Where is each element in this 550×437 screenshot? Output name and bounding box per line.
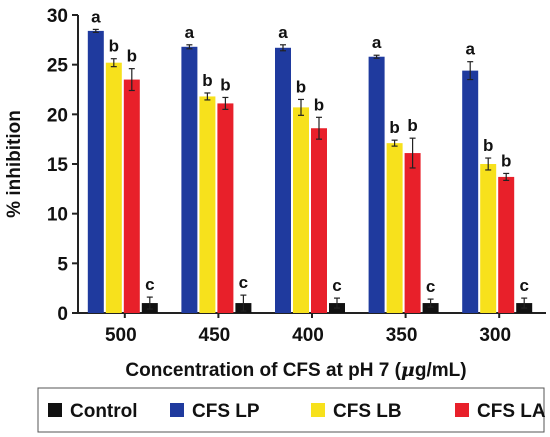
significance-label: b [389,118,399,137]
bar [462,70,479,313]
x-axis-title-mu: μ [401,359,415,381]
bar [123,79,140,313]
bar [404,153,421,313]
significance-label: c [239,273,248,292]
bar [498,176,515,313]
bar [217,103,234,313]
legend-label: CFS LP [192,401,260,422]
bar [105,62,122,314]
legend-swatch [170,403,184,417]
bar [368,56,385,313]
y-tick-label: 20 [47,105,68,126]
significance-label: a [91,7,101,26]
legend-swatch [455,403,469,417]
bar [87,30,104,313]
significance-label: c [519,276,528,295]
y-tick-label: 10 [47,205,68,226]
y-tick-label: 25 [47,56,69,77]
legend-swatch [311,403,325,417]
significance-label: a [372,33,382,52]
legend-swatch [48,403,62,417]
y-axis-title: % inhibition [4,110,25,218]
y-tick-label: 30 [47,6,68,27]
significance-label: b [202,71,212,90]
significance-label: c [426,277,435,296]
x-axis-title-part-2: g/mL) [415,360,467,381]
significance-label: c [332,276,341,295]
bar [199,96,216,313]
bar [181,46,198,313]
bar [311,128,327,313]
x-tick-label: 450 [199,325,231,346]
ticks-group: 0 5 10 15 20 25 30 500 450 400 350 300 [47,6,511,346]
x-axis-title: Concentration of CFS at pH 7 (μg/mL) [125,359,466,381]
bar [386,143,403,313]
significance-label: b [127,47,137,66]
significance-label: c [145,275,154,294]
legend-label: CFS LB [333,401,402,422]
y-tick-label: 15 [47,155,69,176]
significance-label: a [185,23,195,42]
significance-label: b [109,37,119,56]
significance-label: b [483,136,493,155]
significance-label: b [314,95,324,114]
significance-label: b [296,77,306,96]
significance-label: a [465,40,475,59]
significance-label: b [220,75,230,94]
legend-box [37,387,545,433]
significance-label: b [407,116,417,135]
bar [275,47,291,313]
bar [422,303,439,313]
bar [480,164,497,313]
x-tick-label: 400 [292,325,324,346]
x-tick-label: 500 [105,325,137,346]
x-axis-title-part-1: Concentration of CFS at pH 7 ( [125,360,401,381]
legend-label: CFS LA [477,401,546,422]
significance-label: a [278,23,288,42]
legend: Control CFS LP CFS LB CFS LA [37,387,546,433]
y-tick-label: 0 [57,304,68,325]
bar [293,107,309,313]
significance-label: b [501,151,511,170]
x-tick-label: 300 [479,325,511,346]
x-tick-label: 350 [386,325,418,346]
legend-label: Control [70,401,138,422]
y-tick-label: 5 [57,254,68,275]
